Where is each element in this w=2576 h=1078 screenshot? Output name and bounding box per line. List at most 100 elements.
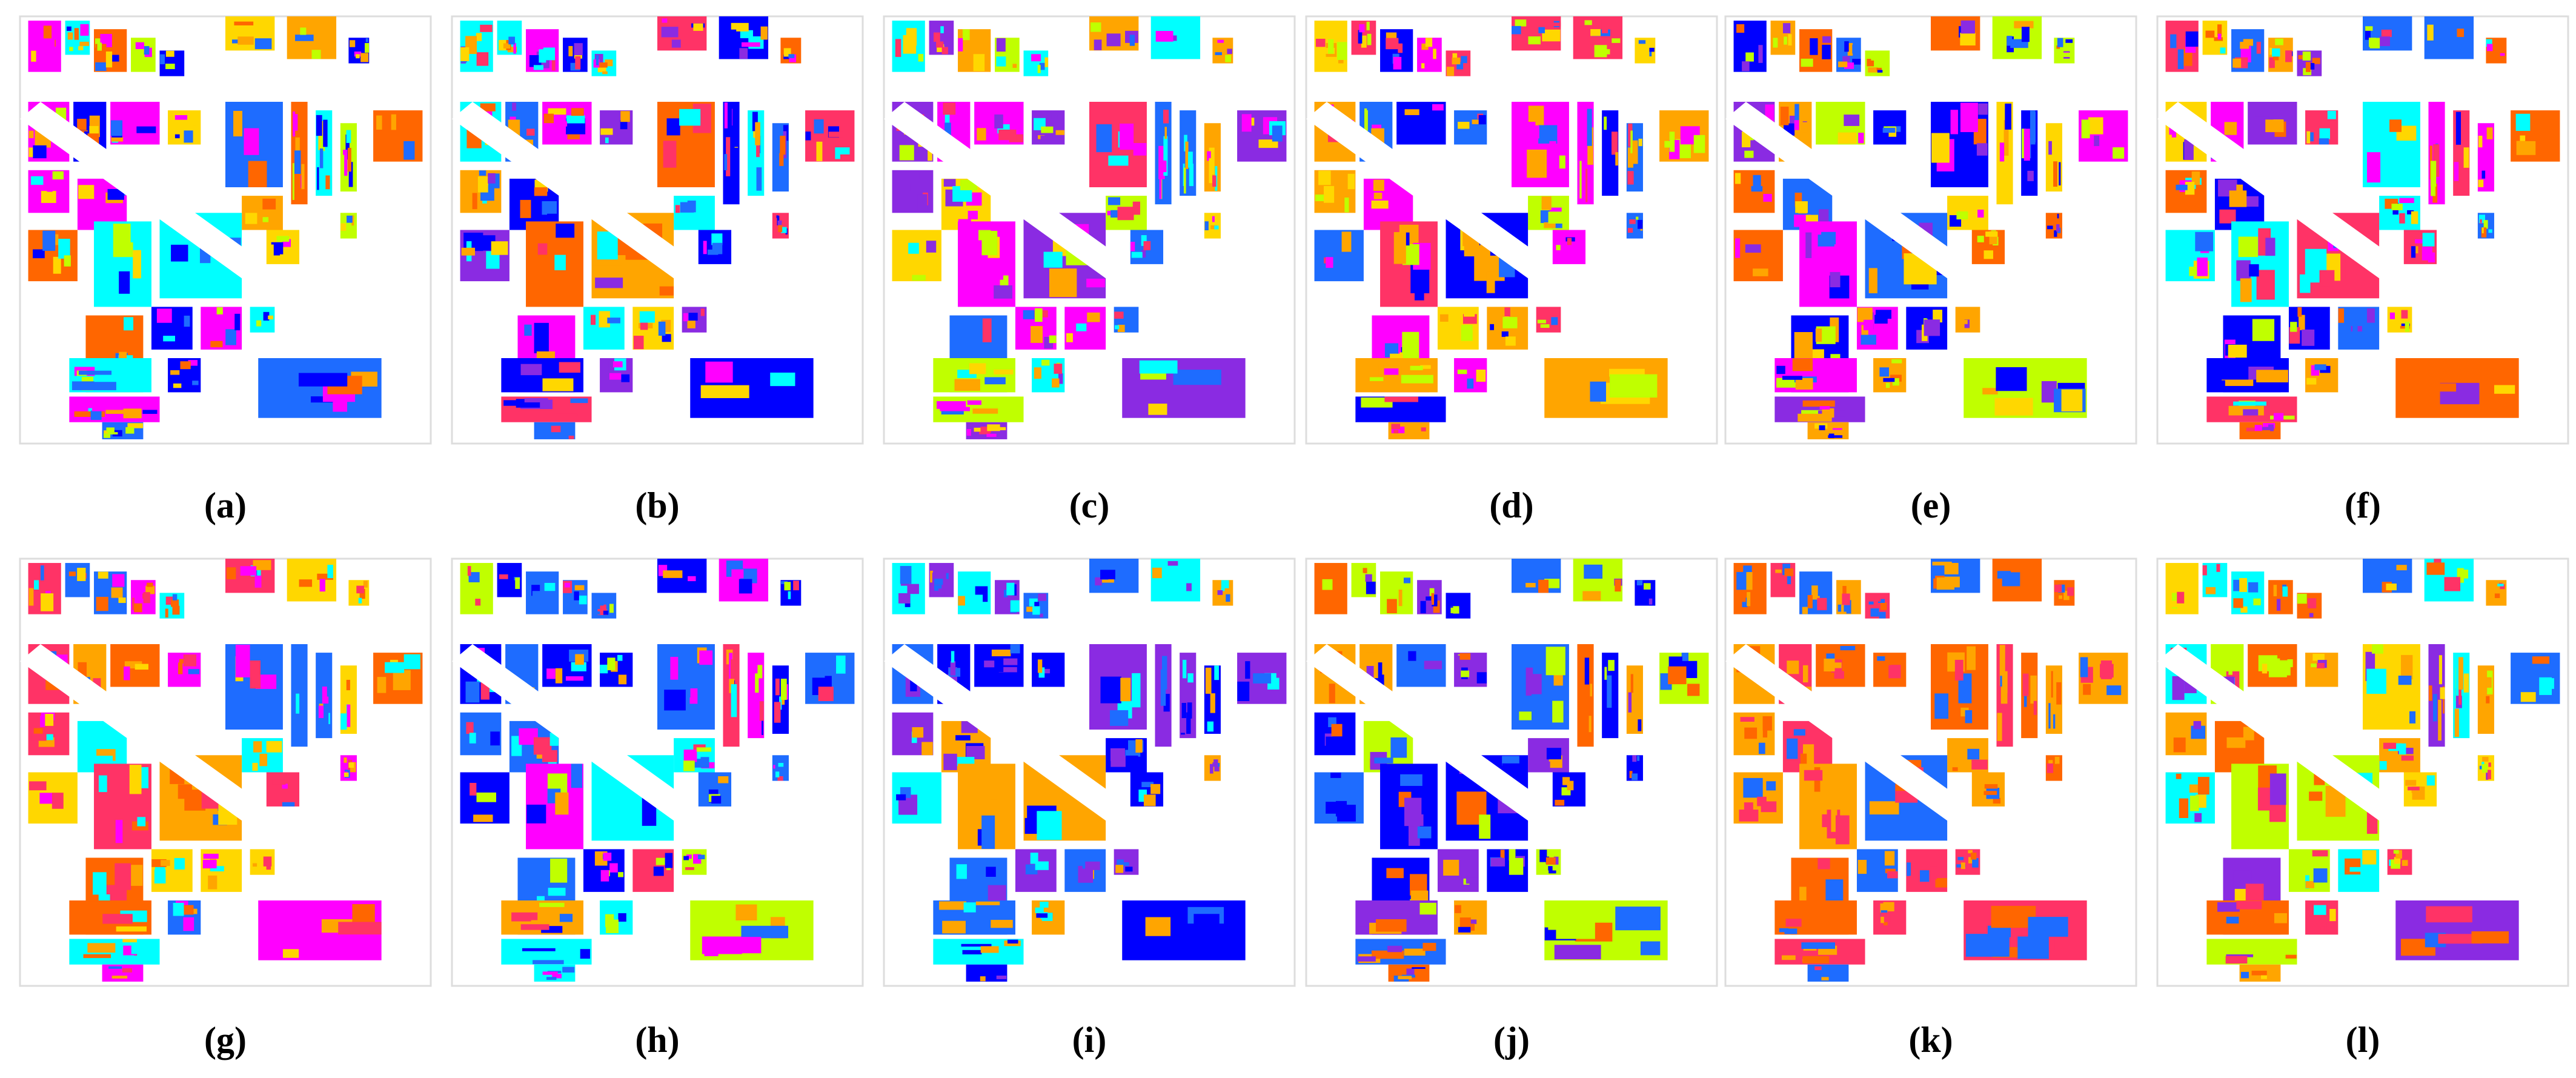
speckle xyxy=(574,43,583,56)
speckle xyxy=(2265,238,2276,256)
speckle xyxy=(699,650,713,665)
speckle xyxy=(1214,665,1219,680)
speckle xyxy=(2256,370,2288,383)
speckle xyxy=(2290,322,2297,332)
speckle xyxy=(2059,595,2062,599)
speckle xyxy=(2226,737,2246,748)
speckle xyxy=(2226,954,2254,957)
speckle xyxy=(2251,970,2267,976)
speckle xyxy=(659,286,674,296)
speckle xyxy=(116,926,147,932)
speckle xyxy=(1971,759,1988,770)
speckle xyxy=(1087,312,1100,322)
speckle xyxy=(96,579,109,585)
speckle xyxy=(1528,36,1541,45)
speckle xyxy=(1794,331,1813,359)
speckle xyxy=(544,582,556,591)
speckle xyxy=(1217,39,1224,43)
speckle xyxy=(2454,708,2459,737)
speckle xyxy=(1322,579,1333,590)
speckle xyxy=(2083,684,2091,695)
speckle xyxy=(1490,857,1505,867)
speckle xyxy=(2394,857,2401,864)
speckle xyxy=(1885,382,1890,388)
speckle xyxy=(1207,721,1214,732)
speckle xyxy=(78,46,84,50)
speckle xyxy=(1120,677,1131,702)
speckle xyxy=(263,311,270,321)
panel-label: (i) xyxy=(1072,1020,1107,1060)
speckle xyxy=(79,41,89,46)
speckle xyxy=(2482,757,2489,762)
speckle xyxy=(1398,589,1403,607)
speckle xyxy=(2228,657,2232,675)
speckle xyxy=(1958,673,1972,704)
speckle xyxy=(2199,196,2206,212)
speckle xyxy=(1795,201,1808,213)
speckle xyxy=(1985,231,1998,237)
speckle xyxy=(511,912,538,922)
speckle xyxy=(1545,647,1565,676)
speckle xyxy=(942,588,945,597)
speckle xyxy=(1458,927,1471,933)
speckle xyxy=(1476,672,1487,684)
speckle xyxy=(656,857,666,865)
speckle xyxy=(658,321,666,336)
speckle xyxy=(2030,578,2036,594)
speckle xyxy=(607,318,620,324)
speckle xyxy=(539,902,565,907)
speckle xyxy=(917,194,928,211)
speckle xyxy=(1763,193,1772,202)
panel-label: (b) xyxy=(635,485,679,525)
speckle xyxy=(210,341,223,348)
speckle xyxy=(1762,728,1768,738)
speckle xyxy=(944,111,950,124)
speckle xyxy=(775,678,780,696)
speckle xyxy=(1907,862,1911,876)
speckle xyxy=(954,379,980,391)
speckle xyxy=(955,735,971,740)
speckle xyxy=(978,230,991,241)
speckle xyxy=(1477,125,1482,131)
speckle xyxy=(1802,956,1830,964)
speckle xyxy=(41,593,54,611)
speckle xyxy=(1788,34,1792,46)
speckle xyxy=(918,54,924,62)
speckle xyxy=(1347,173,1355,190)
speckle xyxy=(2338,308,2345,323)
speckle xyxy=(926,241,937,253)
speckle xyxy=(703,241,707,255)
speckle xyxy=(40,716,45,727)
speckle xyxy=(1424,660,1442,670)
speckle xyxy=(522,948,556,951)
speckle xyxy=(2369,38,2380,48)
speckle xyxy=(2383,742,2397,749)
speckle xyxy=(609,373,622,380)
speckle xyxy=(2054,756,2060,764)
speckle xyxy=(1421,427,1426,431)
speckle xyxy=(46,262,51,281)
speckle xyxy=(2367,152,2381,183)
speckle xyxy=(165,64,175,70)
speckle xyxy=(2305,881,2314,888)
speckle xyxy=(1544,222,1556,228)
speckle xyxy=(1968,857,1976,863)
speckle xyxy=(52,171,64,180)
speckle xyxy=(1155,31,1173,42)
speckle xyxy=(1612,131,1618,155)
speckle xyxy=(1842,585,1847,598)
speckle xyxy=(1842,593,1850,605)
speckle xyxy=(1384,396,1418,402)
speckle xyxy=(1831,798,1837,832)
speckle xyxy=(2342,885,2359,892)
speckle xyxy=(1996,168,2000,200)
speckle xyxy=(2398,675,2412,685)
speckle xyxy=(773,765,775,769)
speckle xyxy=(933,32,940,42)
speckle xyxy=(1076,323,1087,331)
speckle xyxy=(327,667,331,697)
speckle xyxy=(2047,763,2054,773)
speckle xyxy=(135,48,144,63)
speckle xyxy=(1107,197,1121,205)
